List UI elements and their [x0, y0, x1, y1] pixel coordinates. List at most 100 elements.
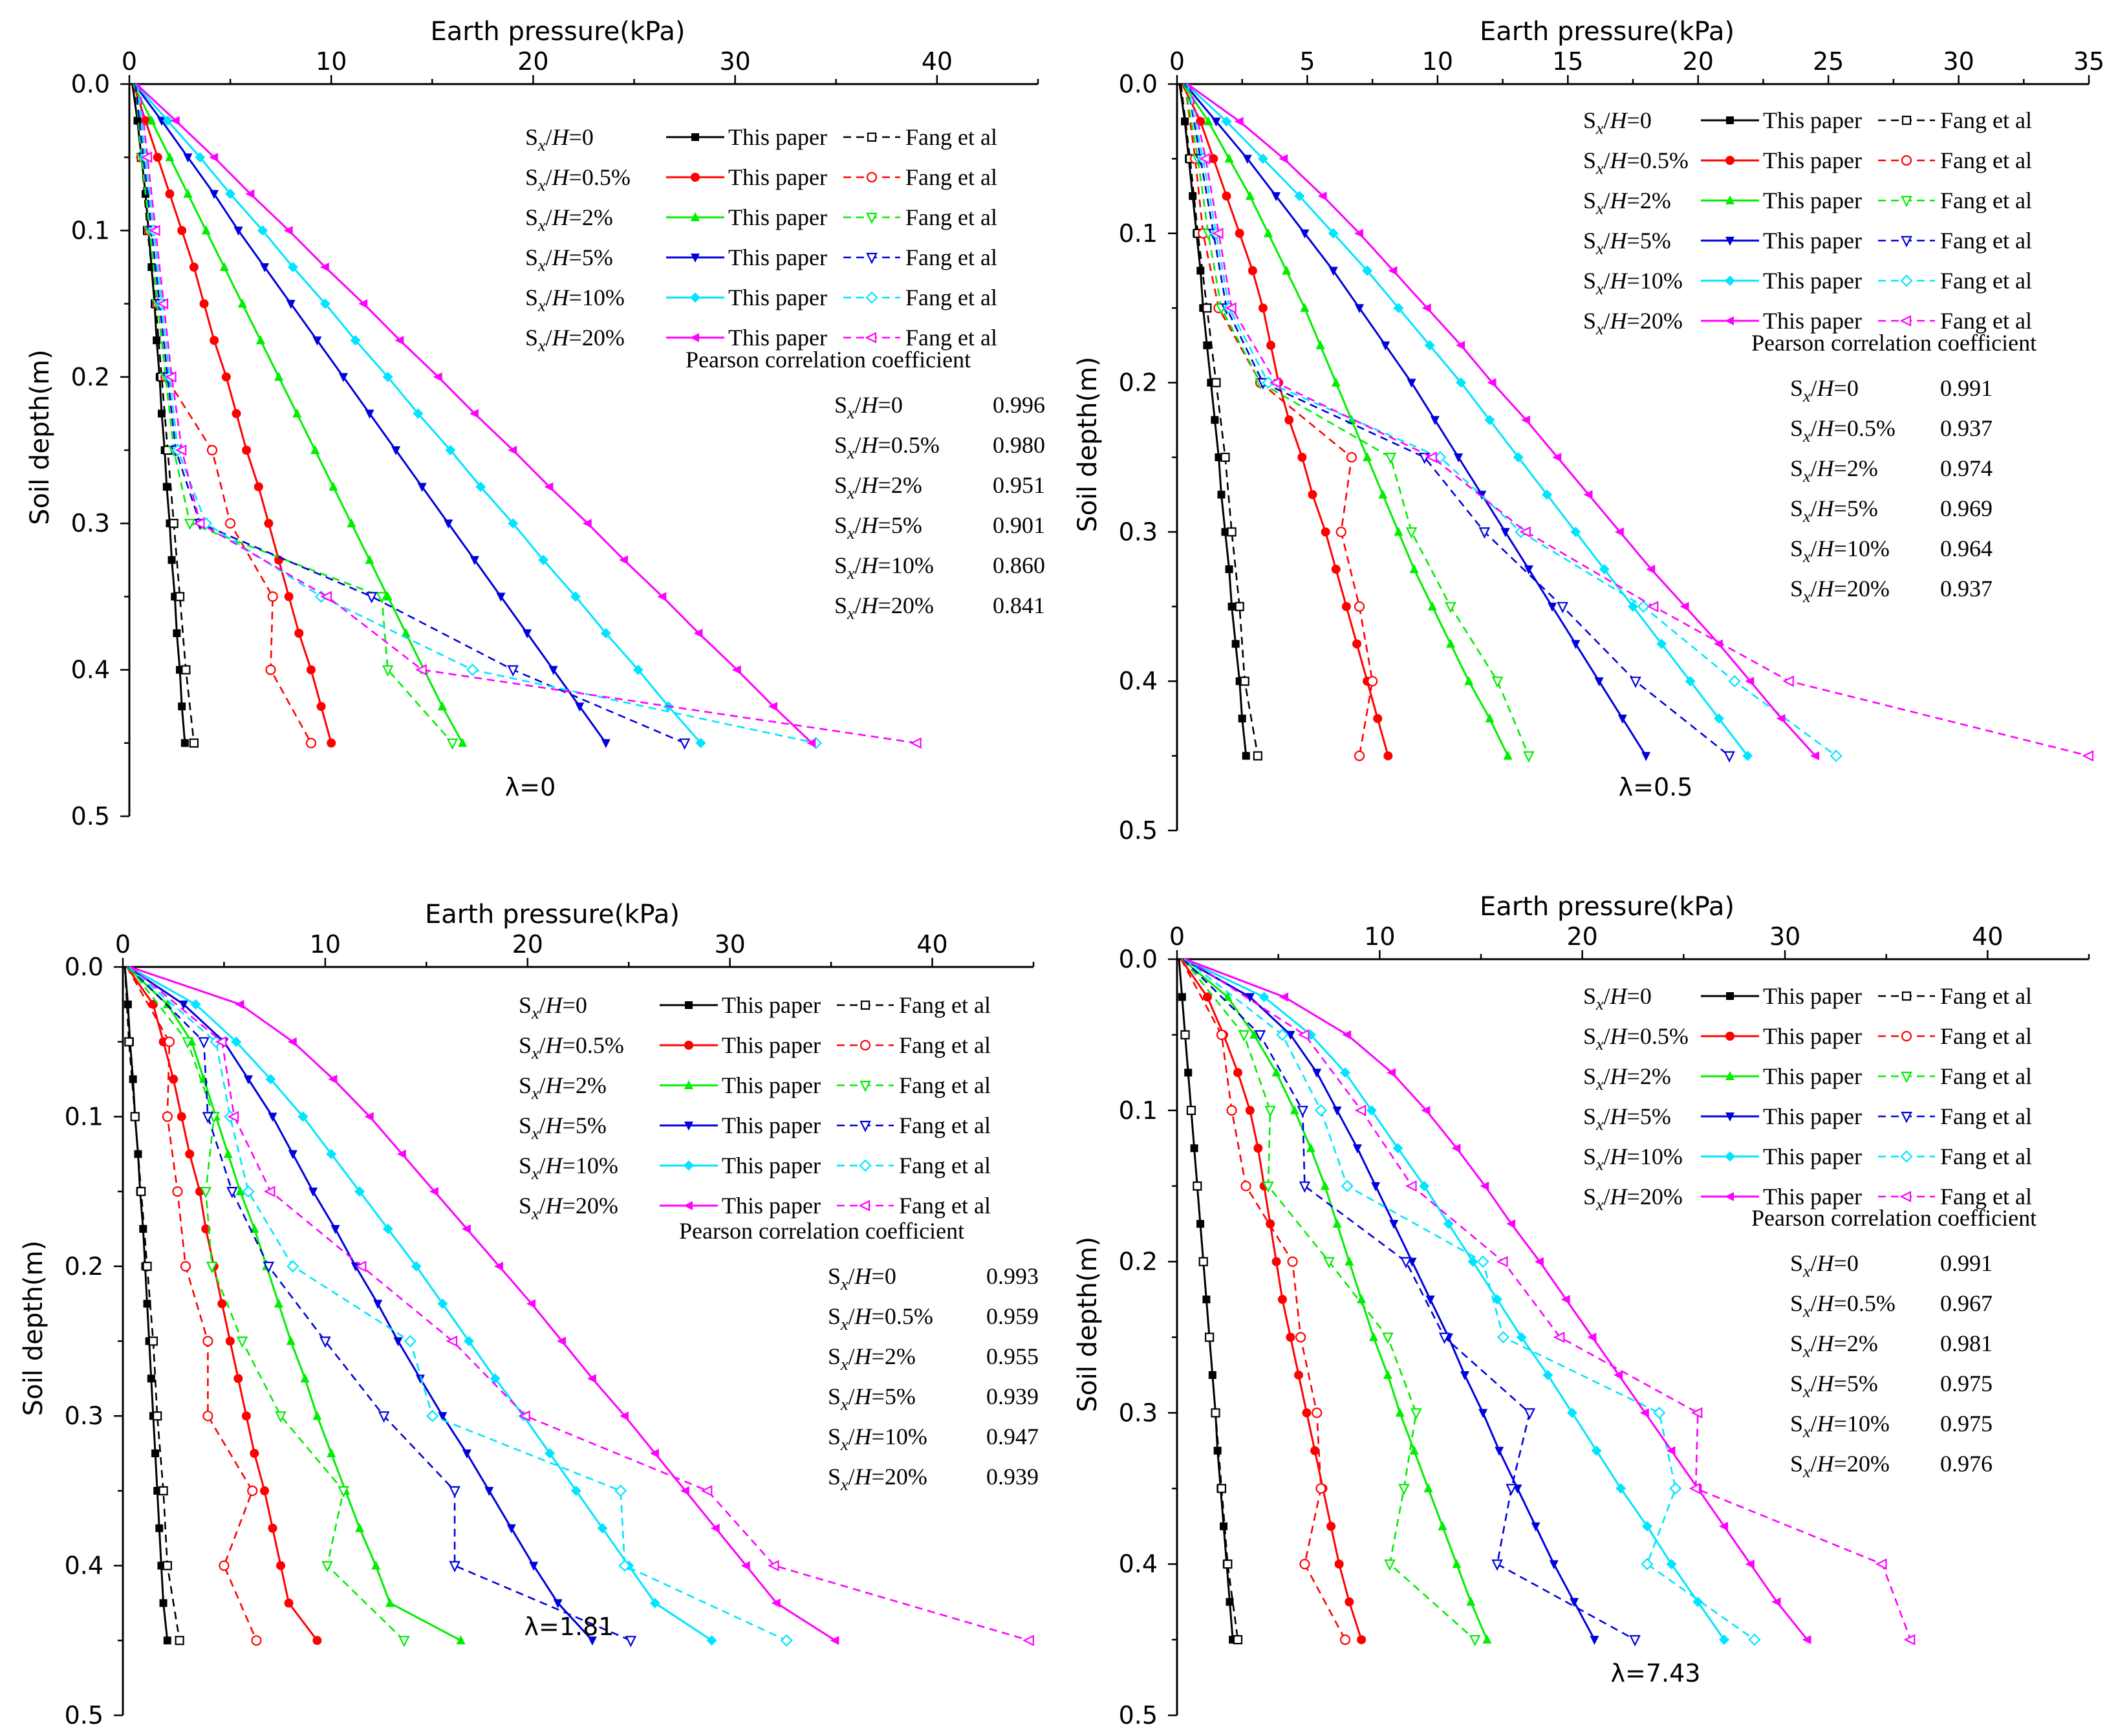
paper-point [1467, 1256, 1478, 1267]
paper-point [691, 254, 700, 263]
paper-point [1234, 116, 1244, 126]
paper-point [312, 1636, 322, 1645]
legend-paper-label: This paper [1763, 107, 1862, 133]
fang-line [130, 966, 1030, 1642]
x-tick-label: 15 [1552, 47, 1583, 76]
paper-point [470, 556, 479, 565]
y-tick-label: 0.0 [71, 70, 110, 98]
paper-point [241, 1411, 251, 1421]
paper-line [1183, 83, 1647, 757]
paper-point [496, 592, 506, 602]
paper-point [691, 133, 699, 141]
paper-point [582, 519, 592, 528]
paper-point [1591, 1445, 1602, 1456]
paper-point [1500, 528, 1510, 537]
fang-point [1900, 1150, 1913, 1163]
legend-paper-label: This paper [1763, 1023, 1862, 1049]
fang-point [1557, 602, 1569, 614]
paper-point [649, 1598, 660, 1609]
paper-point [1480, 1181, 1489, 1191]
fang-point [1405, 1180, 1417, 1192]
legend-fang-label: Fang et al [899, 992, 991, 1018]
legend-paper-label: This paper [728, 204, 827, 230]
paper-point [219, 262, 229, 271]
pearson-value-1: 0.980 [993, 432, 1045, 458]
paper-point [411, 1261, 422, 1272]
legend-paper-label: This paper [1763, 308, 1862, 334]
paper-point [618, 555, 628, 565]
paper-point [437, 701, 447, 711]
paper-point [1310, 1446, 1320, 1455]
legend-label-2: Sx/H=2% [1583, 188, 1671, 218]
legend-paper-label: This paper [722, 1072, 821, 1098]
fang-point [1299, 1181, 1311, 1193]
legend-label-2: Sx/H=2% [519, 1072, 607, 1103]
paper-point [195, 152, 206, 163]
paper-point [1321, 527, 1330, 537]
paper-point [1409, 564, 1419, 574]
legend-label-1: Sx/H=0.5% [1583, 147, 1689, 178]
fang-point [200, 1186, 212, 1199]
paper-point [1725, 276, 1735, 286]
legend-paper-label: This paper [722, 1153, 821, 1178]
paper-point [1189, 192, 1197, 201]
paper-point [1248, 266, 1257, 276]
legend-fang-label: Fang et al [1940, 147, 2032, 173]
y-tick-label: 0.4 [1119, 667, 1158, 695]
x-tick-label: 0 [122, 47, 137, 76]
paper-point [1233, 1068, 1242, 1078]
fang-point [1211, 378, 1221, 387]
paper-point [1266, 340, 1276, 350]
fang-point [446, 738, 459, 750]
legend-fang-label: Fang et al [899, 1032, 991, 1058]
paper-point [1266, 1219, 1275, 1229]
fang-point [378, 1411, 390, 1423]
fang-point [1240, 1180, 1251, 1191]
legend-label-1: Sx/H=0.5% [1583, 1023, 1689, 1054]
paper-point [1725, 316, 1734, 325]
paper-point [1531, 1522, 1540, 1532]
fang-point [1193, 1181, 1202, 1191]
legend-label-3: Sx/H=5% [525, 244, 613, 275]
paper-point [548, 666, 558, 675]
paper-point [1383, 1369, 1392, 1379]
paper-point [319, 263, 329, 272]
pearson-title: Pearson correlation coefficient [1751, 330, 2037, 356]
paper-point [1395, 1407, 1405, 1417]
pearson-value-2: 0.951 [993, 472, 1045, 498]
paper-point [680, 1486, 689, 1495]
fang-point [614, 1484, 627, 1497]
paper-point [1567, 1407, 1577, 1418]
paper-point [286, 299, 296, 309]
paper-point [157, 116, 166, 126]
paper-point [1355, 304, 1364, 314]
paper-point [1628, 601, 1638, 612]
legend-label-5: Sx/H=20% [519, 1193, 618, 1223]
paper-point [1666, 1446, 1676, 1455]
paper-point [1641, 752, 1651, 761]
y-tick-label: 0.3 [1119, 517, 1158, 546]
paper-point [1506, 1219, 1515, 1229]
paper-point [437, 1298, 448, 1309]
paper-point [1317, 191, 1327, 201]
fang-point [219, 1560, 230, 1571]
series-0-5pct [126, 966, 322, 1646]
paper-point [1524, 565, 1533, 575]
paper-point [1279, 154, 1288, 164]
paper-point [830, 1636, 839, 1645]
paper-point [1225, 565, 1233, 574]
paper-point [1373, 713, 1383, 723]
fang-point [153, 1411, 162, 1421]
fang-line [1186, 83, 1730, 757]
paper-point [243, 1075, 253, 1085]
paper-line [1183, 958, 1725, 1640]
fang-point [1689, 1482, 1701, 1495]
legend-fang-label: Fang et al [905, 204, 997, 230]
paper-point [413, 408, 424, 419]
paper-point [210, 336, 219, 345]
paper-point [189, 263, 199, 272]
fang-point [1297, 1105, 1309, 1118]
fang-point [1269, 376, 1281, 389]
fang-point [519, 1410, 530, 1422]
fang-line [1189, 83, 2090, 757]
